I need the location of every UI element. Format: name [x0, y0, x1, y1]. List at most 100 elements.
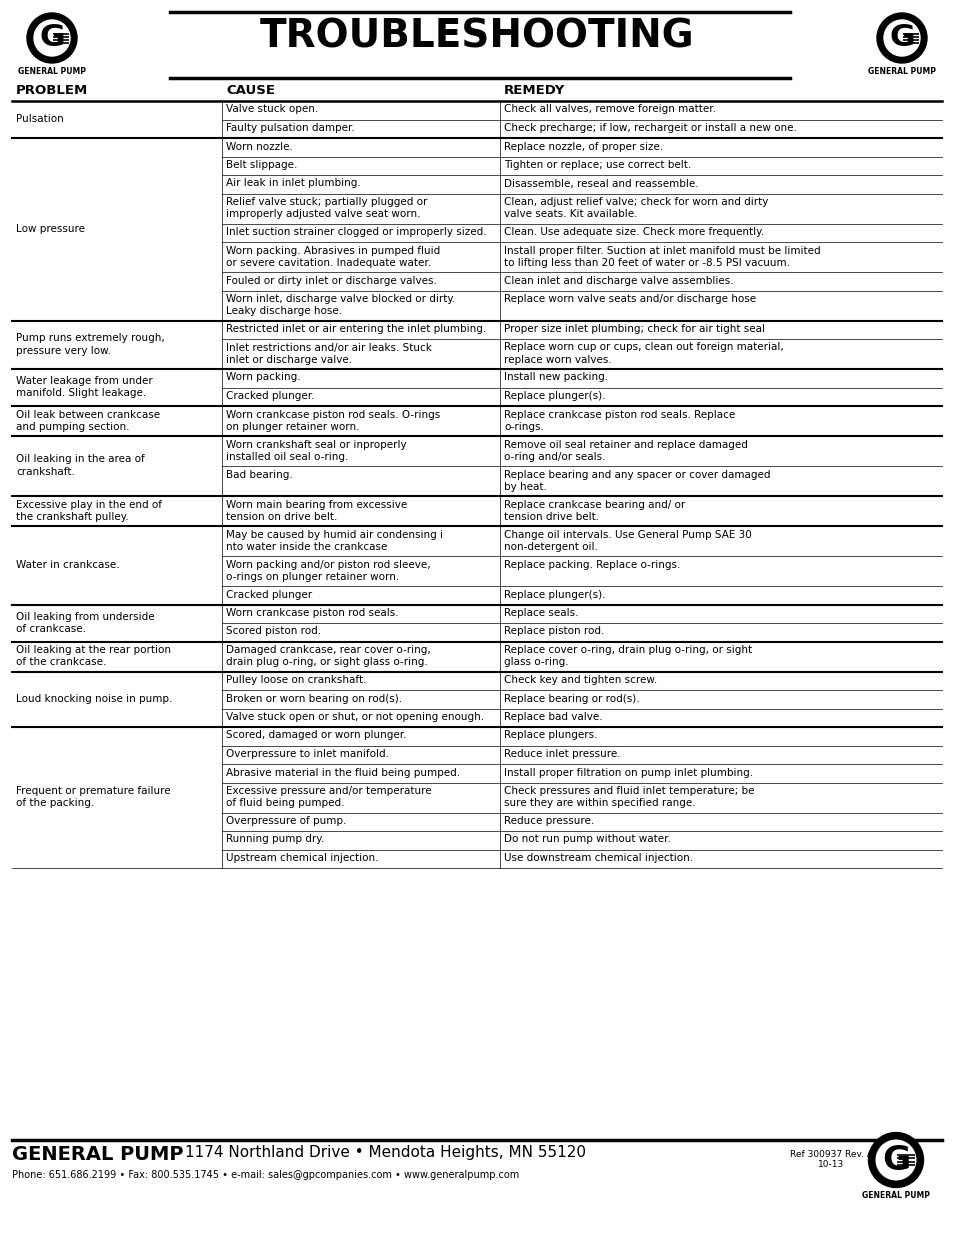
Text: Check precharge; if low, rechargeit or install a new one.: Check precharge; if low, rechargeit or i…	[503, 124, 796, 133]
Text: REMEDY: REMEDY	[503, 84, 565, 98]
Text: GENERAL PUMP: GENERAL PUMP	[862, 1192, 929, 1200]
Text: Oil leaking from underside
of crankcase.: Oil leaking from underside of crankcase.	[16, 611, 154, 634]
Text: Clean. Use adequate size. Check more frequently.: Clean. Use adequate size. Check more fre…	[503, 227, 763, 237]
Text: Pulsation: Pulsation	[16, 114, 64, 124]
Text: Worn nozzle.: Worn nozzle.	[226, 142, 293, 152]
Text: PROBLEM: PROBLEM	[16, 84, 89, 98]
Text: Pump runs extremely rough,
pressure very low.: Pump runs extremely rough, pressure very…	[16, 333, 165, 356]
Text: Replace nozzle, of proper size.: Replace nozzle, of proper size.	[503, 142, 662, 152]
Text: Replace plungers.: Replace plungers.	[503, 730, 597, 741]
Text: Worn main bearing from excessive
tension on drive belt.: Worn main bearing from excessive tension…	[226, 499, 407, 522]
Text: TROUBLESHOOTING: TROUBLESHOOTING	[259, 19, 694, 56]
Text: Replace seals.: Replace seals.	[503, 608, 578, 618]
Text: Running pump dry.: Running pump dry.	[226, 835, 324, 845]
Text: Phone: 651.686.2199 • Fax: 800.535.1745 • e-mail: sales@gpcompanies.com • www.ge: Phone: 651.686.2199 • Fax: 800.535.1745 …	[12, 1170, 518, 1179]
Text: Install new packing.: Install new packing.	[503, 373, 607, 383]
Text: G: G	[881, 1144, 909, 1177]
Text: Remove oil seal retainer and replace damaged
o-ring and/or seals.: Remove oil seal retainer and replace dam…	[503, 440, 747, 462]
Text: Replace bearing or rod(s).: Replace bearing or rod(s).	[503, 694, 639, 704]
Text: Clean inlet and discharge valve assemblies.: Clean inlet and discharge valve assembli…	[503, 275, 733, 285]
Text: Oil leaking in the area of
crankshaft.: Oil leaking in the area of crankshaft.	[16, 454, 145, 477]
Text: Replace cover o-ring, drain plug o-ring, or sight
glass o-ring.: Replace cover o-ring, drain plug o-ring,…	[503, 645, 751, 667]
Text: Worn crankcase piston rod seals.: Worn crankcase piston rod seals.	[226, 608, 398, 618]
Text: Excessive pressure and/or temperature
of fluid being pumped.: Excessive pressure and/or temperature of…	[226, 785, 431, 809]
Text: Check all valves, remove foreign matter.: Check all valves, remove foreign matter.	[503, 105, 716, 115]
Text: Replace packing. Replace o-rings.: Replace packing. Replace o-rings.	[503, 559, 679, 569]
Text: Faulty pulsation damper.: Faulty pulsation damper.	[226, 124, 355, 133]
Text: Replace plunger(s).: Replace plunger(s).	[503, 589, 605, 599]
Text: Broken or worn bearing on rod(s).: Broken or worn bearing on rod(s).	[226, 694, 402, 704]
Text: Overpressure to inlet manifold.: Overpressure to inlet manifold.	[226, 748, 389, 760]
Text: Bad bearing.: Bad bearing.	[226, 469, 293, 479]
Text: Valve stuck open.: Valve stuck open.	[226, 105, 318, 115]
Text: Worn packing. Abrasives in pumped fluid
or severe cavitation. Inadequate water.: Worn packing. Abrasives in pumped fluid …	[226, 246, 439, 268]
Text: Tighten or replace; use correct belt.: Tighten or replace; use correct belt.	[503, 161, 691, 170]
Text: Replace crankcase bearing and/ or
tension drive belt.: Replace crankcase bearing and/ or tensio…	[503, 499, 684, 522]
Text: Change oil intervals. Use General Pump SAE 30
non-detergent oil.: Change oil intervals. Use General Pump S…	[503, 530, 751, 552]
Text: Overpressure of pump.: Overpressure of pump.	[226, 816, 346, 826]
Circle shape	[876, 14, 926, 63]
Text: Upstream chemical injection.: Upstream chemical injection.	[226, 853, 378, 863]
Text: Do not run pump without water.: Do not run pump without water.	[503, 835, 670, 845]
Text: Check key and tighten screw.: Check key and tighten screw.	[503, 676, 657, 685]
Text: Fouled or dirty inlet or discharge valves.: Fouled or dirty inlet or discharge valve…	[226, 275, 436, 285]
Text: GENERAL PUMP: GENERAL PUMP	[867, 67, 935, 77]
Text: Oil leaking at the rear portion
of the crankcase.: Oil leaking at the rear portion of the c…	[16, 645, 171, 667]
Text: Worn packing.: Worn packing.	[226, 373, 300, 383]
Text: Water in crankcase.: Water in crankcase.	[16, 559, 119, 569]
Text: Relief valve stuck; partially plugged or
improperly adjusted valve seat worn.: Relief valve stuck; partially plugged or…	[226, 198, 427, 220]
Circle shape	[867, 1132, 923, 1188]
Circle shape	[883, 20, 919, 56]
Text: Low pressure: Low pressure	[16, 224, 85, 233]
Text: Damaged crankcase, rear cover o-ring,
drain plug o-ring, or sight glass o-ring.: Damaged crankcase, rear cover o-ring, dr…	[226, 645, 431, 667]
Text: Proper size inlet plumbing; check for air tight seal: Proper size inlet plumbing; check for ai…	[503, 324, 764, 333]
Text: Valve stuck open or shut, or not opening enough.: Valve stuck open or shut, or not opening…	[226, 713, 483, 722]
Text: May be caused by humid air condensing i
nto water inside the crankcase: May be caused by humid air condensing i …	[226, 530, 442, 552]
Text: Cracked plunger: Cracked plunger	[226, 589, 312, 599]
Circle shape	[34, 20, 70, 56]
Text: GENERAL PUMP: GENERAL PUMP	[12, 1145, 183, 1165]
Text: Clean, adjust relief valve; check for worn and dirty
valve seats. Kit available.: Clean, adjust relief valve; check for wo…	[503, 198, 767, 220]
Text: Cracked plunger.: Cracked plunger.	[226, 391, 314, 401]
Text: Install proper filter. Suction at inlet manifold must be limited
to lifting less: Install proper filter. Suction at inlet …	[503, 246, 820, 268]
Text: Replace worn cup or cups, clean out foreign material,
replace worn valves.: Replace worn cup or cups, clean out fore…	[503, 342, 783, 364]
Text: CAUSE: CAUSE	[226, 84, 274, 98]
Text: Ref 300937 Rev. A
10-13: Ref 300937 Rev. A 10-13	[789, 1150, 872, 1170]
Text: Replace bad valve.: Replace bad valve.	[503, 713, 602, 722]
Text: Scored piston rod.: Scored piston rod.	[226, 626, 321, 636]
Text: 1174 Northland Drive • Mendota Heights, MN 55120: 1174 Northland Drive • Mendota Heights, …	[185, 1145, 585, 1160]
Text: Replace worn valve seats and/or discharge hose: Replace worn valve seats and/or discharg…	[503, 294, 756, 304]
Text: Frequent or premature failure
of the packing.: Frequent or premature failure of the pac…	[16, 785, 171, 809]
Text: Worn inlet, discharge valve blocked or dirty.
Leaky discharge hose.: Worn inlet, discharge valve blocked or d…	[226, 294, 455, 316]
Text: Loud knocking noise in pump.: Loud knocking noise in pump.	[16, 694, 172, 704]
Text: Replace plunger(s).: Replace plunger(s).	[503, 391, 605, 401]
Text: Pulley loose on crankshaft.: Pulley loose on crankshaft.	[226, 676, 366, 685]
Text: G: G	[888, 23, 914, 53]
Text: Worn crankshaft seal or inproperly
installed oil seal o-ring.: Worn crankshaft seal or inproperly insta…	[226, 440, 406, 462]
Text: Inlet suction strainer clogged or improperly sized.: Inlet suction strainer clogged or improp…	[226, 227, 486, 237]
Text: Worn packing and/or piston rod sleeve,
o-rings on plunger retainer worn.: Worn packing and/or piston rod sleeve, o…	[226, 559, 430, 582]
Text: GENERAL PUMP: GENERAL PUMP	[18, 67, 86, 77]
Text: Replace crankcase piston rod seals. Replace
o-rings.: Replace crankcase piston rod seals. Repl…	[503, 410, 735, 432]
Text: Abrasive material in the fluid being pumped.: Abrasive material in the fluid being pum…	[226, 767, 459, 778]
Text: Disassemble, reseal and reassemble.: Disassemble, reseal and reassemble.	[503, 179, 698, 189]
Text: Restricted inlet or air entering the inlet plumbing.: Restricted inlet or air entering the inl…	[226, 324, 486, 333]
Text: Replace bearing and any spacer or cover damaged
by heat.: Replace bearing and any spacer or cover …	[503, 469, 770, 492]
Text: Inlet restrictions and/or air leaks. Stuck
inlet or discharge valve.: Inlet restrictions and/or air leaks. Stu…	[226, 342, 432, 364]
Text: Reduce pressure.: Reduce pressure.	[503, 816, 594, 826]
Circle shape	[27, 14, 77, 63]
Text: Replace piston rod.: Replace piston rod.	[503, 626, 604, 636]
Text: Belt slippage.: Belt slippage.	[226, 161, 297, 170]
Text: Scored, damaged or worn plunger.: Scored, damaged or worn plunger.	[226, 730, 406, 741]
Circle shape	[875, 1140, 915, 1179]
Text: Check pressures and fluid inlet temperature; be
sure they are within specified r: Check pressures and fluid inlet temperat…	[503, 785, 754, 809]
Text: Use downstream chemical injection.: Use downstream chemical injection.	[503, 853, 693, 863]
Text: Reduce inlet pressure.: Reduce inlet pressure.	[503, 748, 620, 760]
Text: Worn crankcase piston rod seals. O-rings
on plunger retainer worn.: Worn crankcase piston rod seals. O-rings…	[226, 410, 439, 432]
Text: Water leakage from under
manifold. Slight leakage.: Water leakage from under manifold. Sligh…	[16, 375, 152, 399]
Text: Air leak in inlet plumbing.: Air leak in inlet plumbing.	[226, 179, 360, 189]
Text: Excessive play in the end of
the crankshaft pulley.: Excessive play in the end of the cranksh…	[16, 499, 162, 522]
Text: G: G	[39, 23, 65, 53]
Text: Install proper filtration on pump inlet plumbing.: Install proper filtration on pump inlet …	[503, 767, 752, 778]
Text: Oil leak between crankcase
and pumping section.: Oil leak between crankcase and pumping s…	[16, 410, 160, 432]
